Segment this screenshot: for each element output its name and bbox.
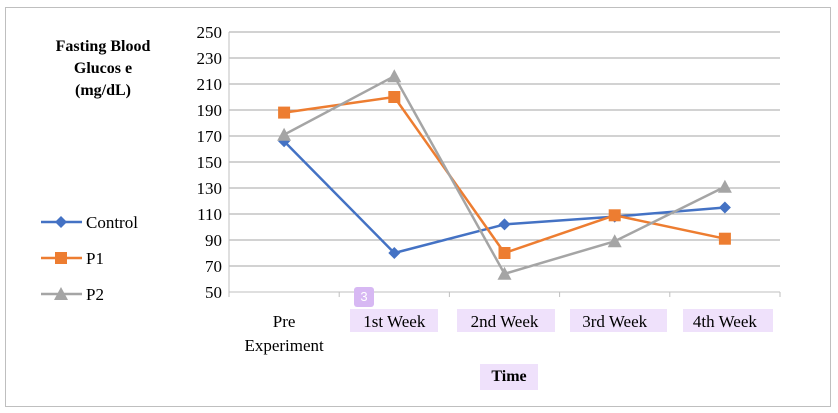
chart-frame bbox=[5, 7, 831, 407]
data-point-control bbox=[718, 201, 731, 214]
data-point-control bbox=[388, 247, 401, 259]
legend-marker-p2 bbox=[54, 287, 68, 300]
data-point-p1 bbox=[498, 247, 511, 259]
y-tick-label: 250 bbox=[197, 23, 223, 42]
data-point-p1 bbox=[278, 106, 291, 119]
x-tick-label: Pre bbox=[273, 312, 296, 331]
y-tick-label: 110 bbox=[197, 205, 222, 224]
x-axis-title: Time bbox=[480, 364, 538, 390]
y-tick-label: 230 bbox=[197, 49, 223, 68]
y-axis-title: Fasting Blood Glucos e (mg/dL) bbox=[55, 38, 151, 99]
y-tick-label: 190 bbox=[197, 101, 223, 120]
y-tick-label: 70 bbox=[205, 257, 222, 276]
x-tick-label: 2nd Week bbox=[471, 312, 539, 331]
x-tick-label: 1st Week bbox=[363, 312, 426, 331]
y-tick-label: 90 bbox=[205, 231, 222, 250]
series-line-control bbox=[283, 140, 726, 255]
y-tick-label: 170 bbox=[197, 127, 223, 146]
data-point-p1 bbox=[388, 91, 401, 103]
y-tick-label: 130 bbox=[197, 179, 223, 198]
legend-label-p2: P2 bbox=[86, 285, 104, 304]
data-point-p2 bbox=[277, 127, 292, 141]
highlight-1st-week bbox=[350, 309, 438, 332]
legend-marker-control bbox=[55, 216, 67, 228]
legend-label-p1: P1 bbox=[86, 249, 104, 268]
legend-label-control: Control bbox=[86, 213, 138, 232]
data-point-p2 bbox=[497, 266, 512, 280]
x-tick-label: Experiment bbox=[244, 336, 324, 355]
y-tick-label: 150 bbox=[197, 153, 223, 172]
y-tick-label: 210 bbox=[197, 75, 223, 94]
data-point-p2 bbox=[717, 179, 732, 193]
highlight-2nd-week bbox=[457, 309, 555, 332]
data-point-p1 bbox=[718, 232, 731, 245]
x-tick-label: 4th Week bbox=[693, 312, 757, 331]
data-point-p2 bbox=[607, 234, 622, 248]
highlight-4th-week bbox=[683, 309, 773, 332]
data-point-p1 bbox=[608, 209, 621, 222]
x-tick-label: 3rd Week bbox=[582, 312, 647, 331]
legend-marker-p1 bbox=[55, 252, 67, 264]
data-point-control bbox=[498, 218, 511, 231]
y-tick-label: 50 bbox=[205, 283, 222, 302]
highlight-3rd-week bbox=[570, 309, 667, 332]
annotation-badge: 3 bbox=[354, 287, 374, 307]
series-line-p2 bbox=[283, 74, 726, 276]
data-point-p2 bbox=[387, 69, 402, 83]
